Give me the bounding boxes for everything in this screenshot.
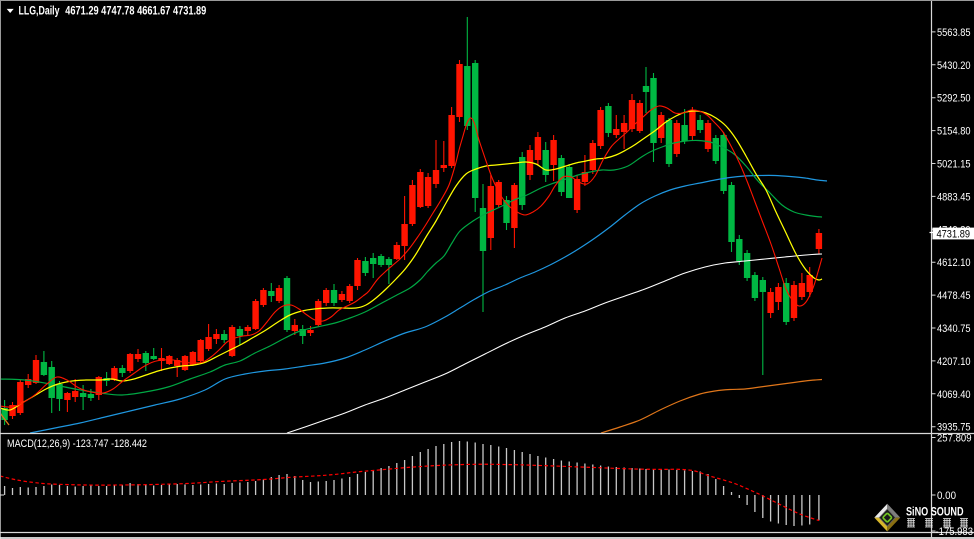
svg-text:-175.983: -175.983 — [936, 526, 974, 538]
svg-text:4883.45: 4883.45 — [937, 191, 971, 203]
svg-text:5430.20: 5430.20 — [937, 60, 971, 72]
svg-text:4612.10: 4612.10 — [937, 257, 971, 269]
svg-text:4340.75: 4340.75 — [937, 323, 971, 335]
svg-text:LLG,Daily: LLG,Daily — [19, 6, 60, 18]
svg-text:4478.45: 4478.45 — [937, 290, 971, 302]
svg-text:257.809: 257.809 — [937, 433, 972, 445]
svg-text:4671.29 4747.78 4661.67 4731.8: 4671.29 4747.78 4661.67 4731.89 — [65, 6, 206, 18]
svg-text:5021.15: 5021.15 — [937, 159, 971, 171]
svg-text:4207.10: 4207.10 — [937, 356, 971, 368]
svg-text:4731.89: 4731.89 — [937, 228, 971, 240]
svg-text:SiNO SOUND: SiNO SOUND — [906, 507, 964, 519]
svg-text:5563.85: 5563.85 — [937, 27, 971, 39]
svg-text:5154.80: 5154.80 — [937, 126, 971, 138]
svg-text:4069.40: 4069.40 — [937, 389, 971, 401]
svg-text:MACD(12,26,9) -123.747 -128.44: MACD(12,26,9) -123.747 -128.442 — [7, 438, 147, 450]
svg-text:0.00: 0.00 — [937, 490, 956, 502]
svg-text:5292.50: 5292.50 — [937, 93, 971, 105]
svg-text:3935.75: 3935.75 — [937, 422, 971, 434]
